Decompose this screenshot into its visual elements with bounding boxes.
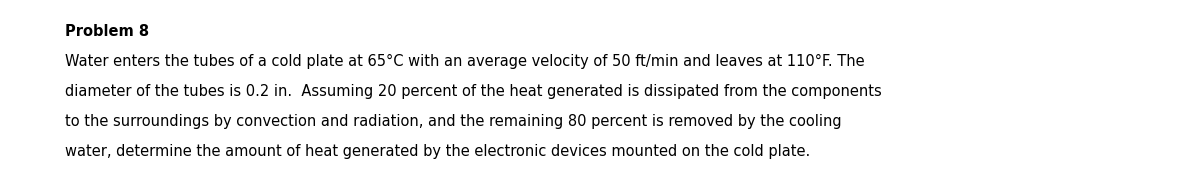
Text: Water enters the tubes of a cold plate at 65°C with an average velocity of 50 ft: Water enters the tubes of a cold plate a… [65, 54, 865, 69]
Text: Problem 8: Problem 8 [65, 24, 149, 39]
Text: water, determine the amount of heat generated by the electronic devices mounted : water, determine the amount of heat gene… [65, 144, 810, 159]
Text: to the surroundings by convection and radiation, and the remaining 80 percent is: to the surroundings by convection and ra… [65, 114, 841, 129]
Text: diameter of the tubes is 0.2 in.  Assuming 20 percent of the heat generated is d: diameter of the tubes is 0.2 in. Assumin… [65, 84, 882, 99]
